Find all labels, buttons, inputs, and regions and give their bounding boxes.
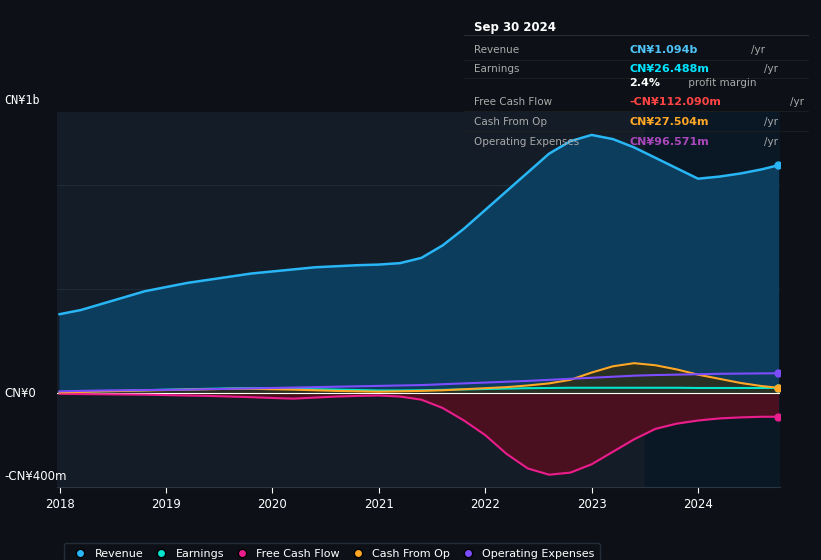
Text: Cash From Op: Cash From Op [475,117,548,127]
Text: /yr: /yr [764,117,777,127]
Text: Earnings: Earnings [475,64,520,74]
Text: /yr: /yr [750,45,764,55]
Bar [644,112,783,487]
Text: CN¥1.094b: CN¥1.094b [630,45,698,55]
Text: Sep 30 2024: Sep 30 2024 [475,21,556,34]
Text: /yr: /yr [790,97,804,107]
Text: Operating Expenses: Operating Expenses [475,137,580,147]
Legend: Revenue, Earnings, Free Cash Flow, Cash From Op, Operating Expenses: Revenue, Earnings, Free Cash Flow, Cash … [64,543,600,560]
Text: profit margin: profit margin [686,78,757,88]
Text: CN¥96.571m: CN¥96.571m [630,137,709,147]
Text: CN¥27.504m: CN¥27.504m [630,117,709,127]
Text: Revenue: Revenue [475,45,520,55]
Text: /yr: /yr [764,137,777,147]
Text: 2.4%: 2.4% [630,78,660,88]
Text: /yr: /yr [764,64,777,74]
Text: -CN¥400m: -CN¥400m [4,470,67,483]
Text: CN¥26.488m: CN¥26.488m [630,64,709,74]
Text: CN¥1b: CN¥1b [4,94,39,108]
Text: CN¥0: CN¥0 [4,387,36,400]
Text: Free Cash Flow: Free Cash Flow [475,97,553,107]
Text: -CN¥112.090m: -CN¥112.090m [630,97,722,107]
